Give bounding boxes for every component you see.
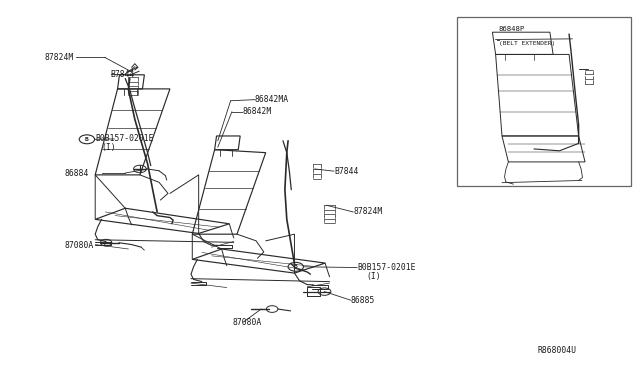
Text: 86884: 86884 [65, 169, 89, 177]
Text: 87824M: 87824M [353, 208, 383, 217]
Text: B0B157-0201E: B0B157-0201E [357, 263, 415, 272]
Text: B: B [85, 137, 89, 142]
Text: 86842MA: 86842MA [255, 95, 289, 104]
Text: B7844: B7844 [111, 70, 135, 78]
Text: (I): (I) [102, 142, 116, 151]
Text: (BELT EXTENDER): (BELT EXTENDER) [499, 41, 555, 46]
Text: B: B [294, 264, 298, 269]
Text: 86885: 86885 [351, 296, 375, 305]
Text: 87080A: 87080A [65, 241, 94, 250]
Text: R868004U: R868004U [537, 346, 576, 355]
Text: 87080A: 87080A [232, 318, 262, 327]
Text: B0B157-0201E: B0B157-0201E [95, 134, 154, 143]
Text: 86848P: 86848P [499, 26, 525, 32]
Bar [458, 17, 631, 186]
Text: B7844: B7844 [334, 167, 358, 176]
Text: 87824M: 87824M [44, 53, 74, 62]
Text: (I): (I) [366, 272, 381, 280]
Text: 86842M: 86842M [242, 108, 271, 116]
